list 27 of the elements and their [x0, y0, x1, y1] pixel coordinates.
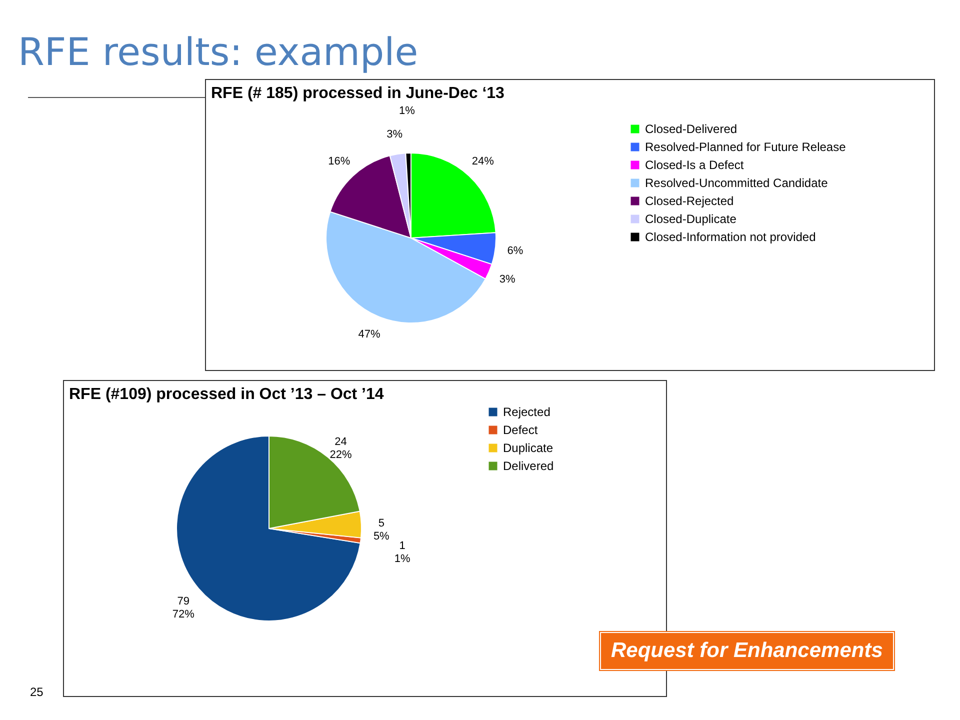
- legend-label: Closed-Is a Defect: [645, 158, 744, 172]
- legend-label: Delivered: [503, 459, 554, 473]
- chart-title: RFE (#109) processed in Oct ’13 – Oct ’14: [69, 386, 384, 403]
- text: 25: [30, 685, 44, 699]
- data-label: 3%: [386, 128, 403, 140]
- data-label: 79 72%: [172, 596, 195, 620]
- chart-title: RFE (# 185) processed in June-Dec ‘13: [211, 85, 505, 102]
- data-label: 24%: [472, 155, 494, 168]
- legend-label: Duplicate: [503, 441, 554, 455]
- legend-label: Closed-Information not provided: [645, 230, 816, 244]
- data-label: 24 22%: [330, 436, 352, 461]
- legend-label: Rejected: [503, 405, 550, 419]
- legend-label: Resolved-Planned for Future Release: [645, 140, 846, 154]
- text: RFE results: example: [18, 30, 418, 74]
- data-label: 6%: [507, 245, 524, 258]
- legend-label: Closed-Duplicate: [645, 212, 737, 226]
- legend-label: Closed-Rejected: [645, 194, 734, 208]
- data-label: 1 1%: [394, 540, 411, 565]
- data-label: 5 5%: [373, 518, 390, 543]
- data-label: 1%: [399, 105, 416, 118]
- data-label: 16%: [328, 155, 350, 168]
- data-label: 3%: [499, 274, 516, 286]
- text: Request for Enhancements: [600, 632, 894, 670]
- legend-label: Defect: [503, 423, 538, 437]
- legend-label: Closed-Delivered: [645, 122, 738, 136]
- data-label: 47%: [358, 328, 381, 340]
- legend-label: Resolved-Uncommitted Candidate: [645, 176, 828, 190]
